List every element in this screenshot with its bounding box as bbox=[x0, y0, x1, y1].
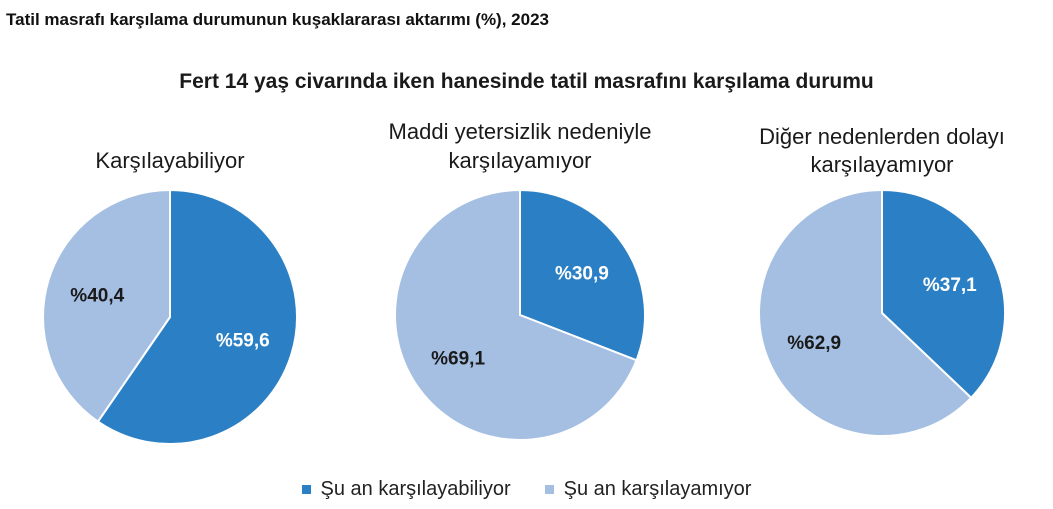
pie-slice bbox=[758, 188, 973, 437]
chart-title: Fert 14 yaş civarında iken hanesinde tat… bbox=[179, 70, 874, 93]
legend-swatch-cannot-afford bbox=[544, 485, 554, 494]
pie-slice bbox=[881, 188, 1006, 400]
pie-slice bbox=[42, 188, 171, 423]
legend-swatch-can-afford bbox=[301, 485, 311, 494]
legend-item-can-afford: Şu an karşılayabiliyor bbox=[301, 478, 511, 501]
legend: Şu an karşılayabiliyor Şu an karşılayamı… bbox=[0, 478, 1053, 501]
pie-data-label: %30,9 bbox=[555, 264, 609, 285]
pie-data-label: %62,9 bbox=[787, 333, 841, 354]
pie-title-line: Maddi yetersizlik nedeniyle bbox=[389, 119, 652, 144]
pie-title-line: Karşılayabiliyor bbox=[95, 148, 244, 173]
pie-data-label: %59,6 bbox=[216, 331, 270, 352]
pie-data-label: %69,1 bbox=[431, 348, 485, 369]
legend-item-cannot-afford: Şu an karşılayamıyor bbox=[544, 478, 752, 501]
legend-label-cannot-afford: Şu an karşılayamıyor bbox=[563, 478, 752, 500]
legend-label-can-afford: Şu an karşılayabiliyor bbox=[320, 478, 511, 500]
pie-title-line: karşılayamıyor bbox=[448, 148, 591, 173]
page-title: Tatil masrafı karşılama durumunun kuşakl… bbox=[6, 10, 549, 29]
pie-slice bbox=[519, 188, 646, 362]
pie-data-label: %37,1 bbox=[923, 275, 977, 296]
pie-data-label: %40,4 bbox=[70, 285, 124, 306]
pie-title-line: karşılayamıyor bbox=[810, 152, 953, 177]
pie-slice bbox=[96, 188, 298, 445]
pie-slice bbox=[394, 188, 638, 441]
pie-title-line: Diğer nedenlerden dolayı bbox=[759, 124, 1005, 149]
